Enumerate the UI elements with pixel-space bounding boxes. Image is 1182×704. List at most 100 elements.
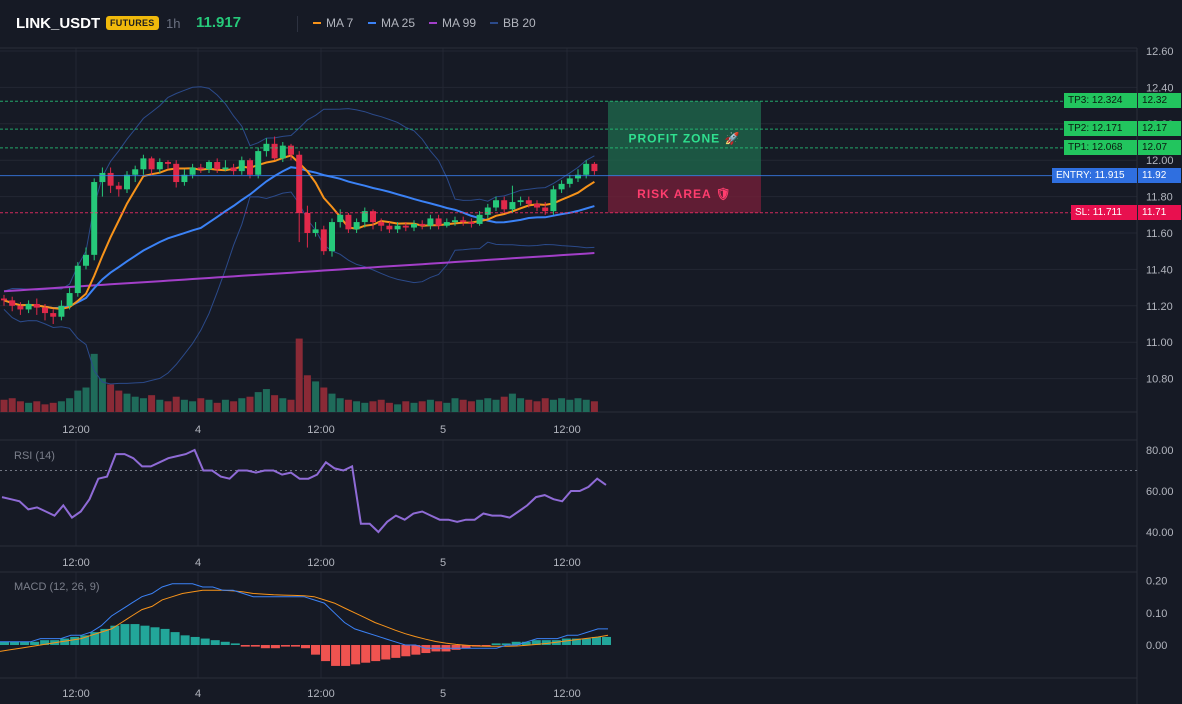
- candle: [271, 136, 278, 161]
- candle: [484, 203, 491, 219]
- volume-bar: [90, 353, 98, 412]
- candle-body: [484, 207, 491, 215]
- candle-body: [394, 225, 401, 230]
- macd-hist-bar: [521, 641, 531, 645]
- volume-bar: [426, 399, 434, 412]
- candle: [165, 160, 171, 170]
- macd-hist-bar: [501, 643, 511, 645]
- candle-body: [247, 160, 253, 175]
- candle: [501, 196, 508, 213]
- macd-hist-bar: [321, 645, 331, 662]
- candle: [476, 211, 483, 226]
- axes: 12.6012.4012.2012.0011.8011.6011.4011.20…: [62, 46, 1173, 700]
- grid-lines: [0, 47, 1138, 704]
- macd-hist-bar: [30, 641, 40, 645]
- volume-bar: [451, 398, 459, 412]
- macd-hist-bar: [90, 632, 100, 645]
- volume-bar: [221, 399, 229, 412]
- volume-bar: [328, 393, 336, 412]
- entry-tag[interactable]: ENTRY: 11.915: [1052, 167, 1137, 183]
- timeframe-label[interactable]: 1h: [166, 16, 181, 31]
- candle: [468, 218, 475, 228]
- futures-badge: FUTURES: [106, 16, 159, 30]
- macd-hist-bar: [230, 643, 240, 645]
- price-tick-label: 11.20: [1146, 301, 1173, 313]
- candle-body: [337, 214, 344, 223]
- macd-hist-bar: [220, 641, 230, 645]
- entry-axis-value: 11.92: [1138, 167, 1181, 183]
- macd-hist-bar: [591, 636, 601, 645]
- chart-header: LINK_USDT FUTURES 1h 11.917 MA 7 MA 25 M…: [0, 0, 1182, 48]
- volume-bar: [287, 399, 295, 412]
- volume-bar: [148, 395, 156, 412]
- tp3-tag[interactable]: TP3: 12.324: [1064, 93, 1137, 109]
- legend-bb20-swatch: [490, 22, 498, 24]
- macd-hist-bar: [210, 640, 220, 645]
- candle: [107, 167, 114, 193]
- time-tick-label: 5: [440, 424, 446, 436]
- candle-body: [501, 200, 508, 210]
- macd-hist-bar: [120, 624, 130, 645]
- legend-bb20[interactable]: BB 20: [490, 16, 536, 30]
- volume-bar: [394, 404, 402, 412]
- candle-body: [189, 167, 196, 175]
- legend-ma99[interactable]: MA 99: [429, 16, 476, 30]
- volume-bar: [41, 404, 49, 412]
- candle: [255, 147, 262, 179]
- candle-body: [419, 223, 426, 226]
- candle-body: [468, 222, 475, 224]
- candle-body: [566, 178, 573, 184]
- candle-body: [165, 162, 171, 164]
- header-divider: [297, 16, 298, 32]
- candle: [9, 296, 16, 312]
- volume-bar: [139, 398, 147, 412]
- volume-bar: [131, 396, 139, 412]
- macd-hist-bar: [311, 645, 321, 655]
- candle: [33, 298, 40, 315]
- candle-body: [534, 203, 540, 208]
- legend-ma25[interactable]: MA 25: [368, 16, 415, 30]
- volume-bar: [467, 401, 475, 412]
- volume-bar: [25, 402, 33, 412]
- macd-hist-bar: [371, 645, 381, 662]
- macd-hist-bar: [180, 635, 190, 645]
- volume-bar: [230, 401, 238, 412]
- candle: [320, 225, 327, 255]
- volume-bar: [500, 396, 508, 412]
- macd-hist-bar: [190, 636, 200, 645]
- volume-bar: [115, 390, 123, 412]
- candle-body: [83, 254, 89, 266]
- rsi-title: RSI (14): [14, 450, 55, 462]
- volume-bar: [344, 399, 352, 412]
- volume-bar: [418, 401, 426, 412]
- volume-bar: [369, 401, 377, 412]
- candle-body: [509, 202, 516, 210]
- candle-body: [50, 313, 57, 317]
- time-tick-label: 5: [440, 557, 446, 569]
- candle: [206, 160, 212, 173]
- sl-tag[interactable]: SL: 11.711: [1071, 204, 1137, 220]
- candle: [345, 212, 352, 233]
- volume-bar: [549, 399, 557, 412]
- ma99-line: [3, 252, 595, 293]
- time-tick-label: 12:00: [553, 557, 581, 569]
- legend-ma7[interactable]: MA 7: [313, 16, 353, 30]
- volume-bar: [74, 390, 82, 412]
- volume-bar: [312, 381, 320, 412]
- tp1-tag[interactable]: TP1: 12.068: [1064, 139, 1137, 155]
- volume-bar: [180, 399, 188, 412]
- tp3-axis-value: 12.32: [1138, 93, 1181, 109]
- rsi-tick-label: 40.00: [1146, 527, 1174, 539]
- symbol-title[interactable]: LINK_USDT: [16, 15, 101, 32]
- macd-hist-bar: [401, 645, 411, 657]
- candle-body: [132, 169, 139, 175]
- macd-tick-label: 0.20: [1146, 576, 1167, 588]
- candle-body: [173, 163, 180, 183]
- candle: [222, 160, 229, 172]
- candle-body: [25, 303, 32, 310]
- tp2-tag[interactable]: TP2: 12.171: [1064, 121, 1137, 137]
- candle-body: [320, 229, 327, 252]
- candle: [296, 151, 303, 243]
- legend-ma99-swatch: [429, 22, 437, 24]
